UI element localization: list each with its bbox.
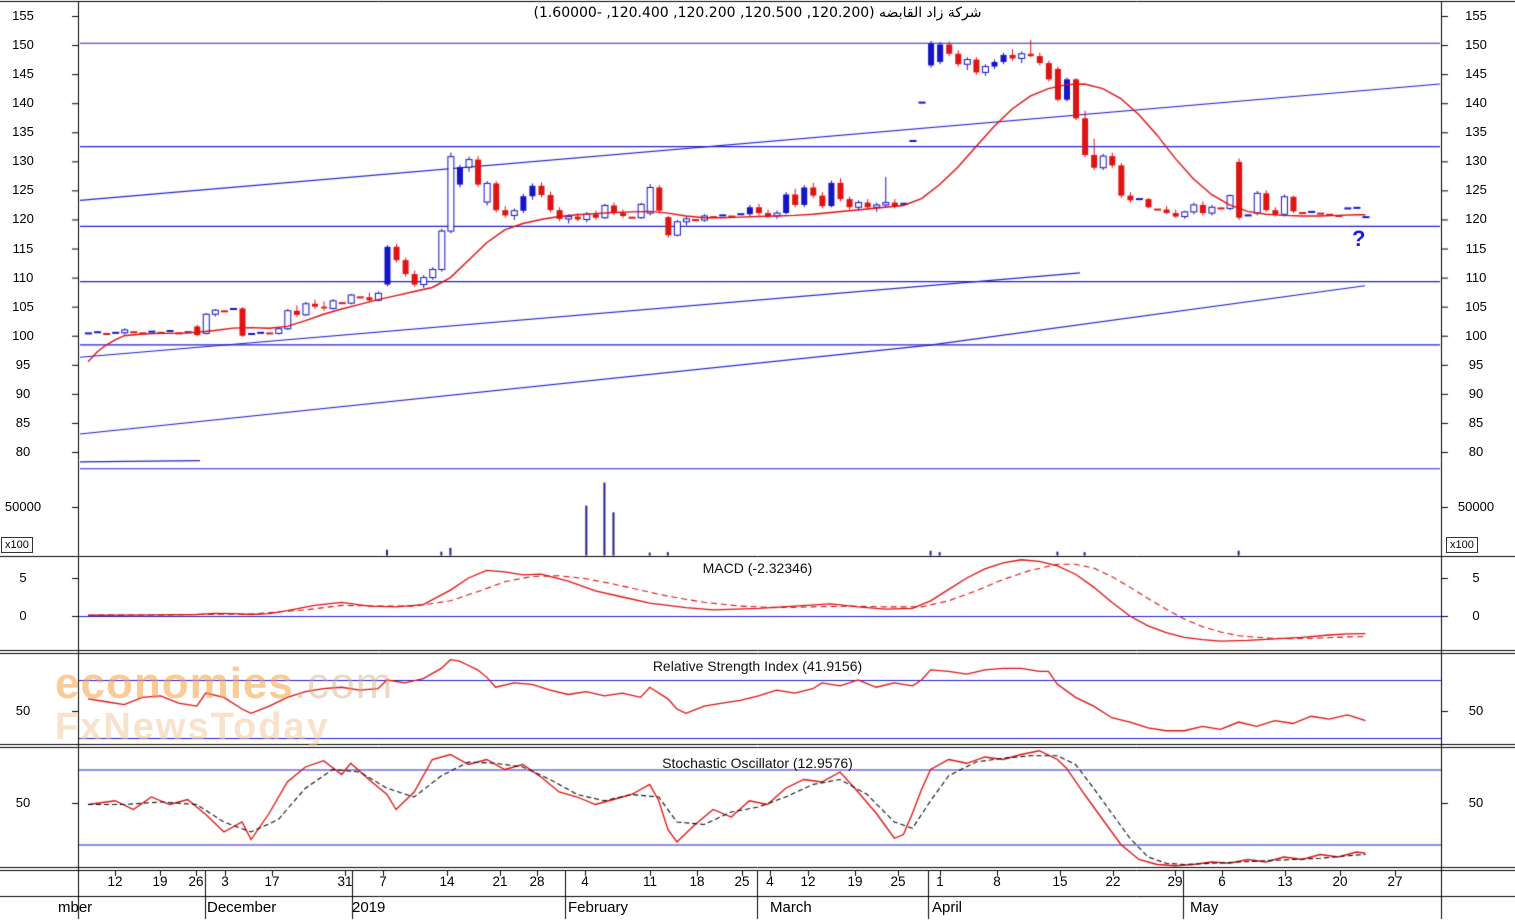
price-tick-label: 135 xyxy=(12,124,34,140)
left-axis-labels: 155 150 145 140 135 130 125 120 115 110 105 100 95 90… xyxy=(0,0,46,920)
volume-multiplier-left: x100 xyxy=(1,537,33,553)
macd-tick-label: 5 xyxy=(19,570,27,585)
price-tick-label: 120 xyxy=(1465,211,1487,227)
macd-tick-label: 5 xyxy=(1472,570,1480,585)
macd-tick-label: 0 xyxy=(1472,608,1480,623)
volume-tick-label: 50000 xyxy=(1457,499,1495,514)
price-tick-label: 105 xyxy=(1465,298,1487,314)
rsi-tick-label: 50 xyxy=(15,703,31,718)
stochastic-tick-label: 50 xyxy=(15,795,31,810)
macd-tick-label: 0 xyxy=(19,608,27,623)
price-tick-label: 125 xyxy=(12,182,34,198)
price-tick-label: 90 xyxy=(15,385,31,401)
price-tick-label: 100 xyxy=(1465,327,1487,343)
price-tick-label: 150 xyxy=(1465,37,1487,53)
price-tick-label: 80 xyxy=(1468,443,1484,459)
price-tick-label: 155 xyxy=(12,8,34,23)
price-tick-label: 85 xyxy=(15,414,31,430)
price-tick-label: 115 xyxy=(1465,240,1487,256)
price-tick-label: 145 xyxy=(1465,66,1487,82)
stochastic-tick-label: 50 xyxy=(1468,795,1484,810)
price-tick-label: 140 xyxy=(12,95,34,111)
price-tick-label: 85 xyxy=(1468,414,1484,430)
stochastic-panel-title: Stochastic Oscillator (12.9576) xyxy=(662,755,853,771)
price-tick-label: 135 xyxy=(1465,124,1487,140)
price-tick-label: 110 xyxy=(12,269,34,285)
price-tick-label: 130 xyxy=(12,153,34,169)
price-tick-label: 140 xyxy=(1465,95,1487,111)
price-tick-label: 130 xyxy=(1465,153,1487,169)
price-tick-label: 110 xyxy=(1465,269,1487,285)
price-tick-label: 155 xyxy=(1465,8,1487,23)
question-mark-annotation: ? xyxy=(1352,226,1366,251)
price-tick-label: 115 xyxy=(12,240,34,256)
volume-multiplier-right: x100 xyxy=(1446,537,1478,553)
price-tick-label: 80 xyxy=(15,443,31,459)
chart-title: شركة زاد القابضه (120.200, 120.500, 120.… xyxy=(533,5,982,21)
right-axis-labels: 155 150 145 140 135 130 125 120 115 110 105 100 95 90… xyxy=(1447,0,1505,920)
price-tick-label: 95 xyxy=(15,356,31,372)
price-tick-label: 125 xyxy=(1465,182,1487,198)
macd-panel-title: MACD (-2.32346) xyxy=(702,560,813,576)
price-tick-label: 150 xyxy=(12,37,34,53)
price-tick-label: 120 xyxy=(12,211,34,227)
price-tick-label: 105 xyxy=(12,298,34,314)
price-tick-label: 95 xyxy=(1468,356,1484,372)
price-tick-label: 100 xyxy=(12,327,34,343)
volume-tick-label: 50000 xyxy=(4,499,42,514)
rsi-panel-title: Relative Strength Index (41.9156) xyxy=(652,658,863,674)
price-tick-label: 90 xyxy=(1468,385,1484,401)
price-tick-label: 145 xyxy=(12,66,34,82)
rsi-tick-label: 50 xyxy=(1468,703,1484,718)
